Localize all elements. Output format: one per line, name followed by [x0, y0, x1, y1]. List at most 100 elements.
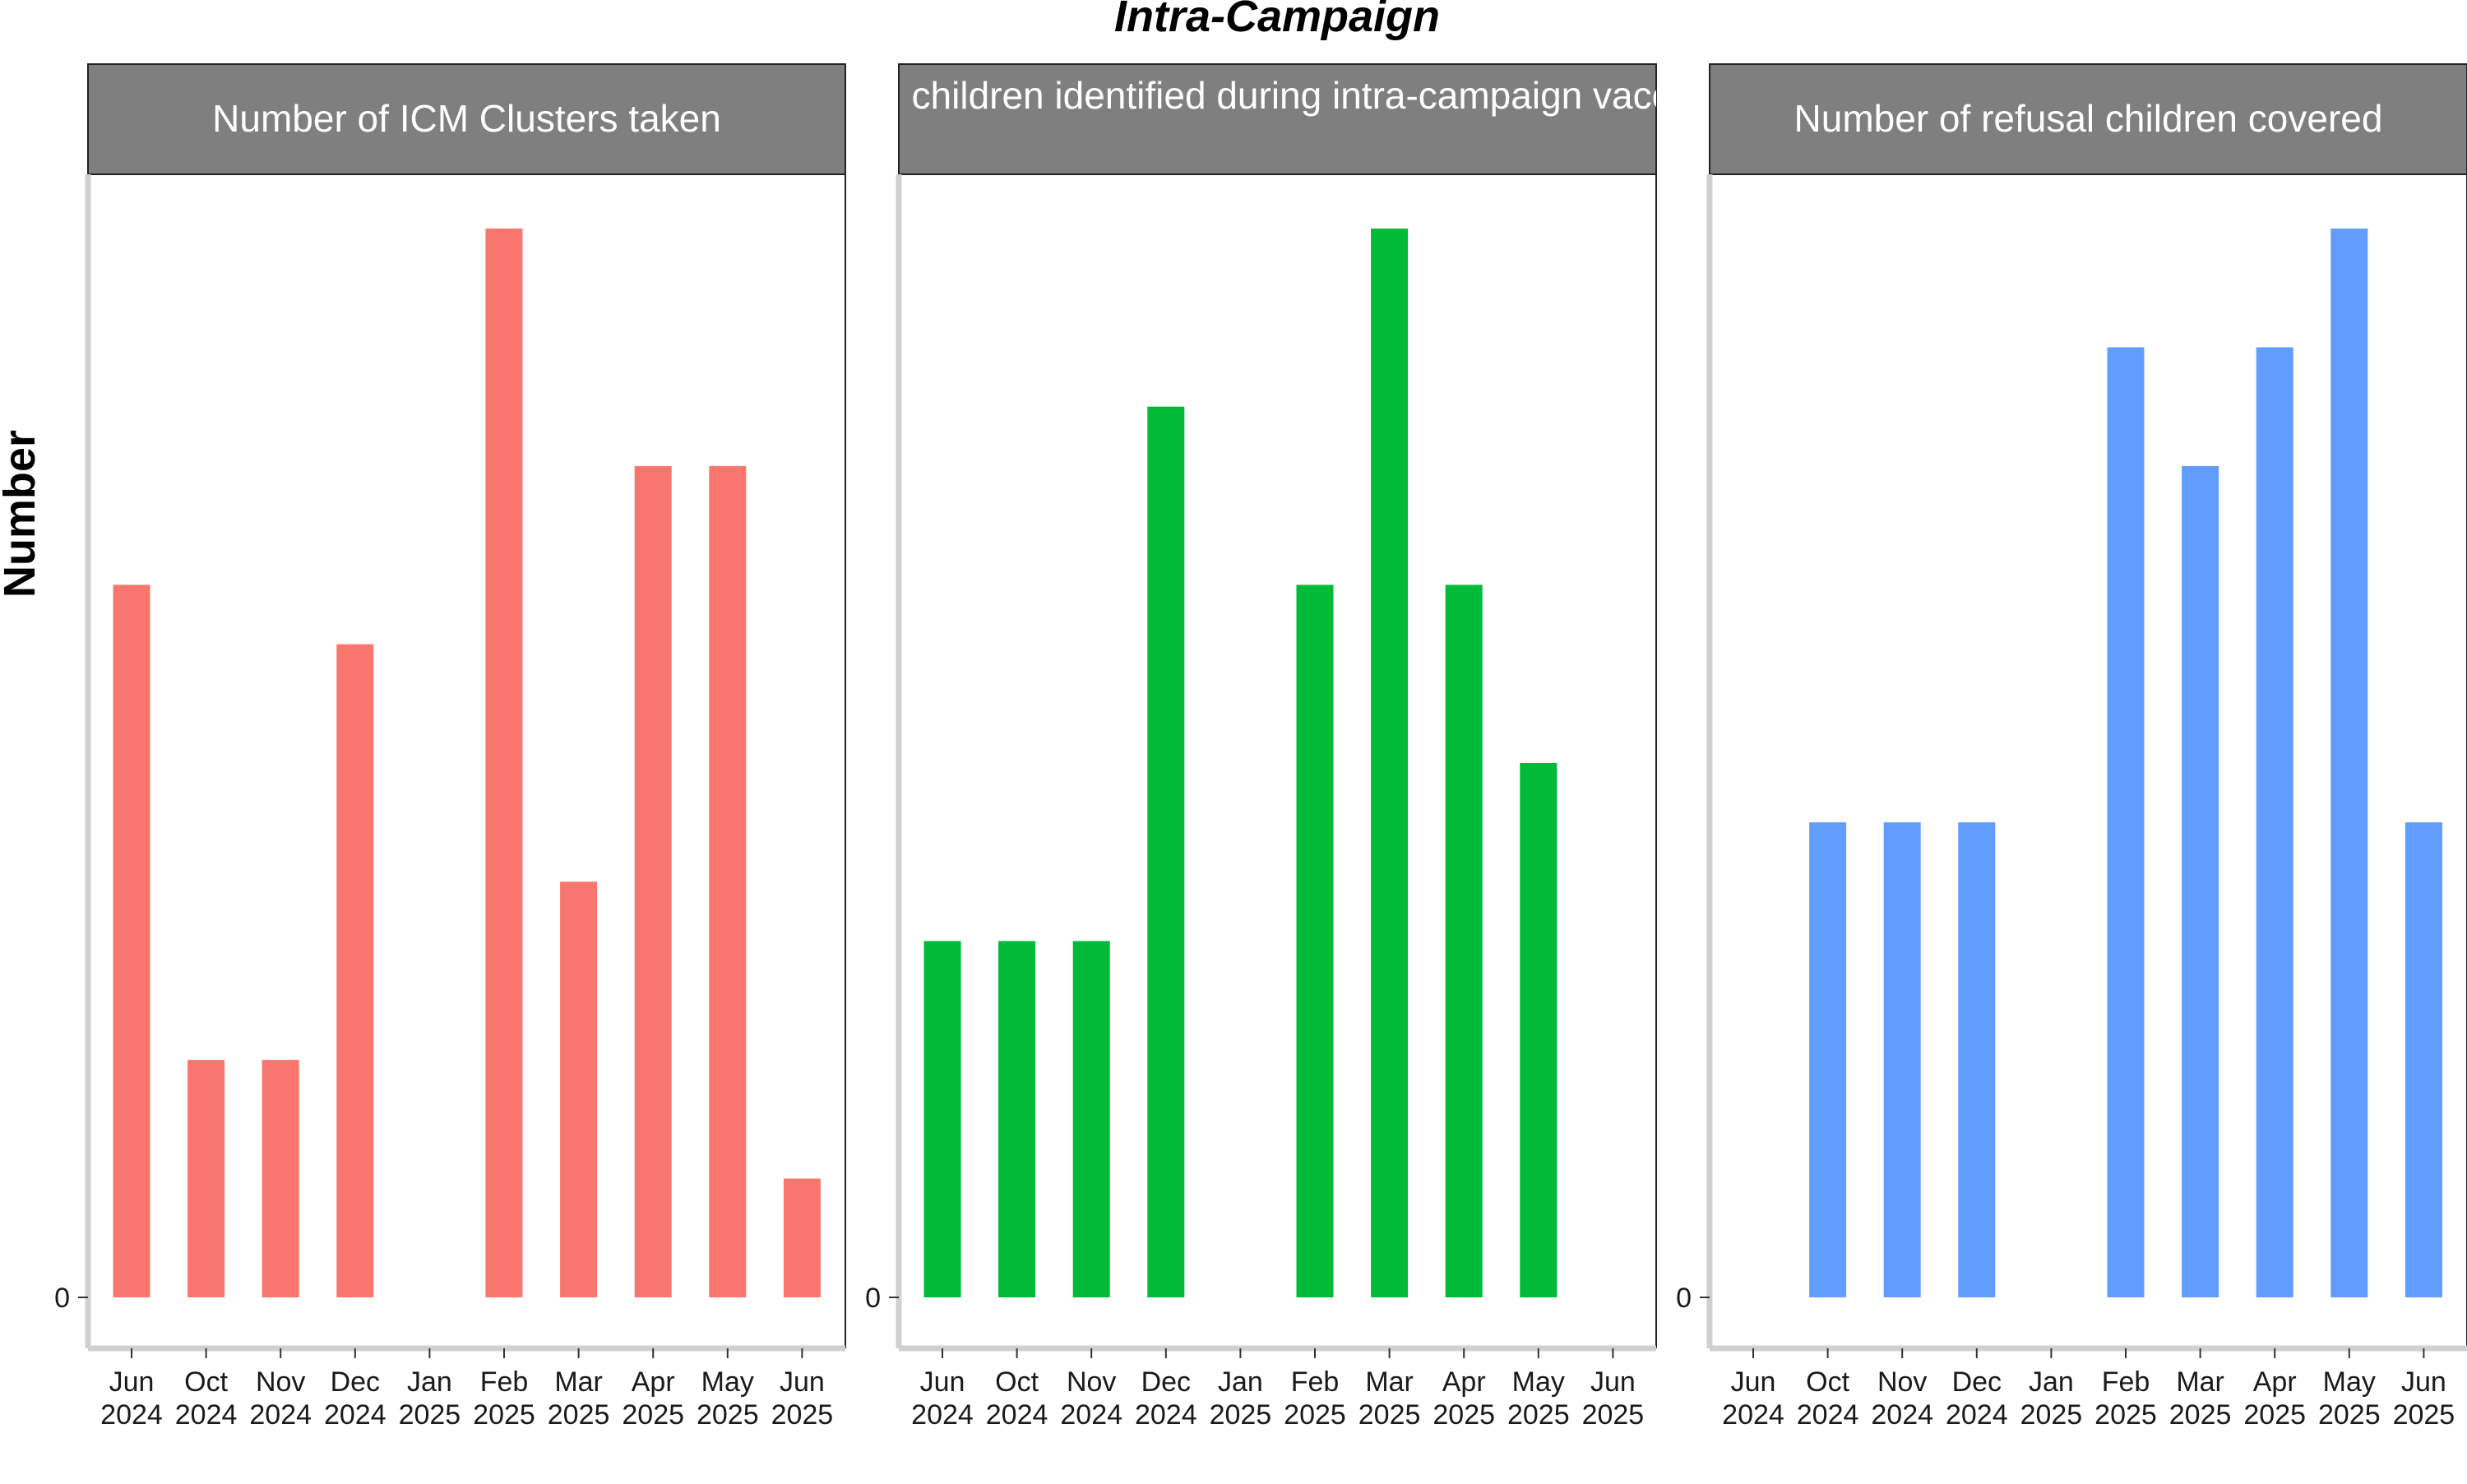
x-tick-label-year: 2024	[1722, 1399, 1784, 1431]
x-tick-label-year: 2025	[1507, 1399, 1570, 1431]
bar-mar-2025	[1371, 229, 1409, 1297]
x-tick-label-year: 2025	[2169, 1399, 2232, 1431]
x-tick-label-year: 2025	[1358, 1399, 1421, 1431]
x-tick-label-month: Jun	[109, 1366, 155, 1398]
x-tick-label-month: Mar	[554, 1366, 603, 1398]
facet-strip	[898, 63, 1657, 175]
bar-may-2025	[709, 465, 747, 1297]
y-tick-label: 0	[865, 1283, 881, 1314]
x-tick-label-year: 2025	[399, 1399, 461, 1431]
x-tick-label-year: 2025	[1582, 1399, 1645, 1431]
x-tick-label-month: Mar	[1365, 1366, 1414, 1398]
x-tick-label-year: 2025	[473, 1399, 535, 1431]
x-tick-label-year: 2024	[1871, 1399, 1933, 1431]
x-tick-label-year: 2024	[986, 1399, 1048, 1431]
bar-feb-2025	[2107, 347, 2145, 1297]
x-tick-label-year: 2024	[249, 1399, 312, 1431]
x-tick-label-year: 2024	[1135, 1399, 1197, 1431]
x-tick-label-year: 2025	[771, 1399, 834, 1431]
bar-jun-2024	[923, 941, 961, 1297]
chart-title: Intra-Campaign	[1114, 0, 1440, 41]
facet-panel-1: Number of ICM Clusters taken0Jun2024Oct2…	[54, 63, 846, 1431]
x-tick-label-year: 2025	[1210, 1399, 1272, 1431]
x-tick-label-month: Apr	[632, 1366, 675, 1398]
x-tick-label-year: 2024	[1060, 1399, 1122, 1431]
x-tick-label-month: Jan	[1218, 1366, 1263, 1398]
bar-feb-2025	[1296, 585, 1334, 1297]
x-tick-label-year: 2025	[697, 1399, 759, 1431]
bar-apr-2025	[1445, 585, 1483, 1297]
x-tick-label-month: Apr	[2253, 1366, 2297, 1398]
x-tick-label-month: May	[701, 1366, 754, 1398]
bar-apr-2025	[634, 465, 672, 1297]
x-tick-label-year: 2025	[2318, 1399, 2381, 1431]
x-tick-label-month: Oct	[995, 1366, 1039, 1398]
x-tick-label-year: 2025	[548, 1399, 610, 1431]
facet-panels: Number of ICM Clusters taken0Jun2024Oct2…	[54, 63, 2467, 1431]
x-tick-label-month: Jun	[1590, 1366, 1636, 1398]
x-tick-label-year: 2025	[2393, 1399, 2455, 1431]
facet-panel-2: Missed children identified during intra-…	[865, 63, 1657, 1431]
x-tick-label-month: Jun	[920, 1366, 965, 1398]
x-tick-label-month: Dec	[1952, 1366, 2002, 1398]
strip-label: Number of refusal children covered	[1794, 97, 2383, 140]
x-tick-label-year: 2025	[1433, 1399, 1495, 1431]
bar-nov-2024	[262, 1060, 299, 1297]
x-tick-label-year: 2024	[1946, 1399, 2008, 1431]
x-tick-label-month: Mar	[2176, 1366, 2224, 1398]
x-tick-label-year: 2025	[1284, 1399, 1346, 1431]
bar-apr-2025	[2256, 347, 2293, 1297]
x-tick-label-month: Jun	[780, 1366, 825, 1398]
y-tick-label: 0	[54, 1283, 70, 1314]
facet-panel-3: Number of refusal children covered0Jun20…	[1676, 63, 2467, 1431]
x-tick-label-month: Jan	[2029, 1366, 2074, 1398]
x-tick-label-year: 2025	[622, 1399, 684, 1431]
x-tick-label-year: 2024	[324, 1399, 386, 1431]
x-tick-label-year: 2024	[175, 1399, 238, 1431]
strip-label: Number of ICM Clusters taken	[212, 97, 721, 140]
bar-jun-2025	[2405, 822, 2442, 1297]
bar-oct-2024	[1809, 822, 1847, 1297]
x-tick-label-year: 2024	[911, 1399, 974, 1431]
x-tick-label-month: Oct	[184, 1366, 228, 1398]
x-tick-label-month: Feb	[2102, 1366, 2150, 1398]
bar-feb-2025	[485, 229, 523, 1297]
bar-may-2025	[2330, 229, 2368, 1297]
x-tick-label-year: 2025	[2243, 1399, 2306, 1431]
bar-jun-2025	[783, 1178, 821, 1297]
bar-dec-2024	[1958, 822, 1996, 1297]
strip-label-group: Number of refusal children covered	[1794, 97, 2383, 140]
x-tick-label-month: Dec	[1141, 1366, 1191, 1398]
x-tick-label-year: 2024	[1797, 1399, 1859, 1431]
x-tick-label-month: Feb	[480, 1366, 529, 1398]
x-tick-label-month: Jan	[407, 1366, 452, 1398]
bar-dec-2024	[336, 644, 374, 1297]
y-tick-label: 0	[1676, 1283, 1692, 1314]
x-tick-label-year: 2025	[2020, 1399, 2083, 1431]
x-tick-label-month: May	[2323, 1366, 2376, 1398]
x-tick-label-month: Apr	[1442, 1366, 1486, 1398]
x-tick-label-month: Nov	[1067, 1366, 1116, 1398]
facet-strip	[1709, 63, 2467, 175]
x-tick-label-year: 2025	[2094, 1399, 2157, 1431]
x-tick-label-month: Nov	[256, 1366, 305, 1398]
bar-may-2025	[1520, 763, 1557, 1297]
x-tick-label-month: Jun	[2401, 1366, 2446, 1398]
bar-nov-2024	[1072, 941, 1110, 1297]
bar-jun-2024	[113, 585, 150, 1297]
strip-label-group: Number of ICM Clusters taken	[212, 97, 721, 140]
x-tick-label-month: May	[1512, 1366, 1565, 1398]
bar-oct-2024	[187, 1060, 225, 1297]
x-tick-label-month: Feb	[1291, 1366, 1340, 1398]
strip-label-group: Missed children identified during intra-…	[899, 74, 1656, 117]
x-tick-label-month: Dec	[331, 1366, 380, 1398]
x-tick-label-month: Nov	[1877, 1366, 1927, 1398]
facet-strip	[87, 63, 846, 175]
x-tick-label-month: Oct	[1806, 1366, 1849, 1398]
bar-mar-2025	[560, 881, 598, 1297]
y-axis-label: Number	[0, 430, 44, 598]
bar-mar-2025	[2182, 465, 2219, 1297]
x-tick-label-year: 2024	[100, 1399, 163, 1431]
